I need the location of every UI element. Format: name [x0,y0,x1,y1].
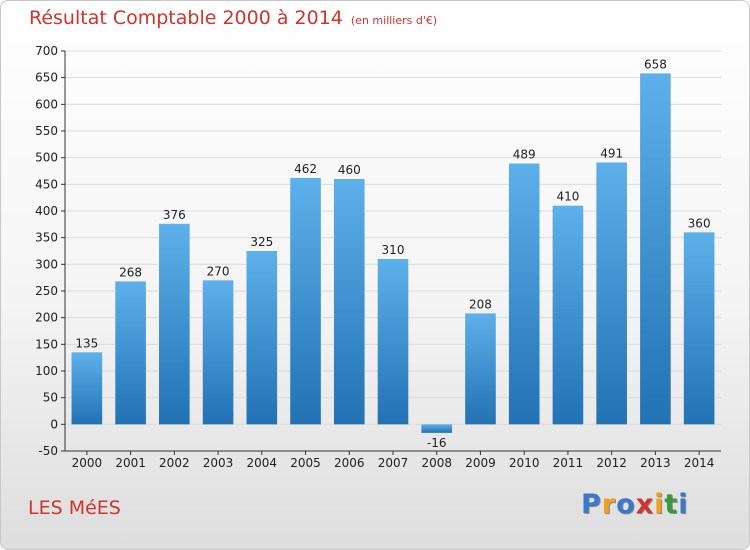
bar [552,205,584,425]
x-tick-label: 2003 [203,456,234,470]
chart-title-main: Résultat Comptable 2000 à 2014 [29,7,343,29]
logo-letter: o [616,489,636,520]
y-tick-label: 500 [35,151,58,165]
logo-letter: i [678,489,689,520]
x-tick-label: 2006 [334,456,365,470]
logo-letter: P [581,489,602,520]
data-label: 460 [338,163,361,177]
x-tick-label: 2008 [421,456,452,470]
chart-title-unit: (en milliers d'€) [350,14,438,27]
y-tick-label: -50 [38,444,58,458]
y-tick-label: 300 [35,257,58,271]
data-label: 489 [513,148,536,162]
logo-letter: t [664,489,679,520]
y-tick-label: 450 [35,177,58,191]
axes [61,50,721,455]
place-name: LES MéES [28,497,121,519]
y-tick-label: 550 [35,124,58,138]
y-tick-label: 150 [35,337,58,351]
y-tick-label: 50 [43,391,58,405]
x-tick-label: 2014 [684,456,715,470]
bar [71,352,103,425]
chart-title: Résultat Comptable 2000 à 2014 (en millie… [29,7,437,29]
logo-letter: r [601,489,617,520]
bar [377,259,409,425]
labels: -50 0 50 100 150 200 250 300 350 400 450 500 550 600 6… [35,44,714,470]
bar [596,162,627,425]
x-tick-label: 2001 [115,456,146,470]
data-label: 208 [469,297,492,311]
bar [465,313,496,425]
bar [115,281,146,425]
y-tick-label: 350 [35,231,58,245]
x-tick-label: 2012 [596,456,627,470]
x-tick-label: 2005 [290,456,321,470]
data-label: 658 [644,57,667,71]
data-label: 325 [250,235,273,249]
x-tick-label: 2010 [509,456,540,470]
data-label: 491 [600,146,623,160]
data-label: 376 [163,208,186,222]
y-tick-label: 200 [35,311,58,325]
x-tick-label: 2002 [159,456,190,470]
x-tick-label: 2009 [465,456,496,470]
bar [159,223,190,425]
y-tick-label: 250 [35,284,58,298]
y-tick-label: 650 [35,71,58,85]
bars [71,73,715,433]
y-tick-label: 400 [35,204,58,218]
bar [202,280,234,425]
data-label: 410 [556,190,579,204]
x-tick-label: 2013 [640,456,671,470]
y-tick-label: 700 [35,44,58,58]
data-label: 270 [207,264,230,278]
bar [246,251,278,425]
y-tick-label: 100 [35,364,58,378]
data-label: -16 [427,436,447,450]
x-tick-label: 2011 [553,456,584,470]
logo-letter: x [635,489,655,520]
proxiti-logo: Proxiti [581,489,689,520]
y-tick-label: 0 [50,417,58,431]
data-label: 462 [294,162,317,176]
bar [683,232,715,425]
x-tick-label: 2004 [247,456,278,470]
data-label: 268 [119,265,142,279]
bar [290,177,321,425]
data-label: 310 [382,243,405,257]
bar [333,179,365,425]
bar [421,424,453,433]
x-tick-label: 2007 [378,456,409,470]
data-label: 360 [688,216,711,230]
data-label: 135 [75,336,98,350]
x-tick-label: 2000 [72,456,103,470]
logo-letter: i [654,489,665,520]
bar [640,73,671,425]
bar [508,163,540,425]
y-tick-label: 600 [35,97,58,111]
